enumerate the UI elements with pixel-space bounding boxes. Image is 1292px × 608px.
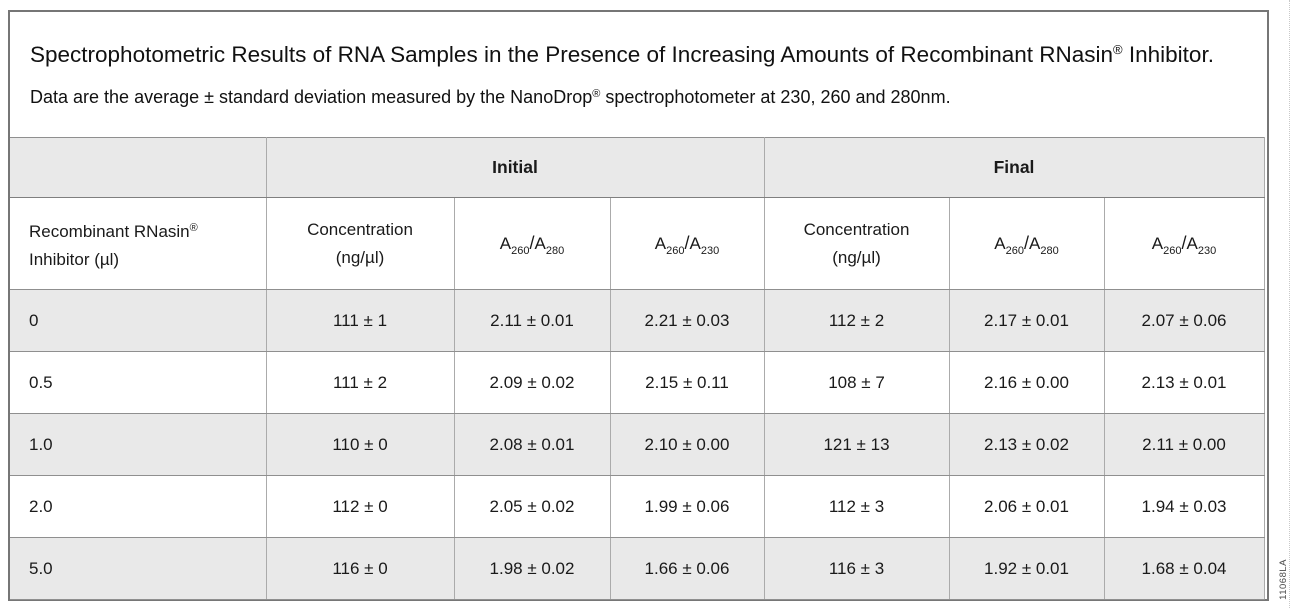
caption-main-text: Spectrophotometric Results of RNA Sample… — [30, 42, 1114, 67]
cell-initial-a260-a230: 2.15 ± 0.11 — [609, 351, 765, 414]
table-figure-frame: Spectrophotometric Results of RNA Sample… — [8, 10, 1269, 601]
cell-initial-a260-a280: 1.98 ± 0.02 — [453, 537, 611, 600]
group-header-initial: Initial — [265, 137, 765, 198]
col-header-concentration-final: Concentration (ng/µl) — [763, 197, 950, 290]
cell-initial-concentration: 110 ± 0 — [265, 413, 455, 476]
cell-final-concentration: 112 ± 2 — [763, 289, 950, 352]
col-header-concentration-initial: Concentration (ng/µl) — [265, 197, 455, 290]
cell-initial-concentration: 111 ± 1 — [265, 289, 455, 352]
registered-trademark-symbol: ® — [1113, 42, 1123, 57]
caption-sub-text: Data are the average ± standard deviatio… — [30, 87, 593, 107]
figure-caption: Spectrophotometric Results of RNA Sample… — [10, 12, 1267, 137]
results-table: Initial Final Recombinant RNasin® Inhibi… — [10, 137, 1265, 600]
caption-sub-text-end: spectrophotometer at 230, 260 and 280nm. — [600, 87, 951, 107]
table-row: 2.0 112 ± 0 2.05 ± 0.02 1.99 ± 0.06 112 … — [10, 475, 1265, 538]
col-header-a260-a230-final: A260/A230 — [1103, 197, 1265, 290]
cell-final-a260-a230: 1.94 ± 0.03 — [1103, 475, 1265, 538]
cell-final-concentration: 112 ± 3 — [763, 475, 950, 538]
col-header-a260-a230-initial: A260/A230 — [609, 197, 765, 290]
cell-initial-concentration: 116 ± 0 — [265, 537, 455, 600]
cell-initial-a260-a280: 2.09 ± 0.02 — [453, 351, 611, 414]
figure-id: 11068LA — [1278, 559, 1289, 600]
registered-trademark-symbol: ® — [592, 88, 601, 100]
col-header-a260-a280-initial: A260/A280 — [453, 197, 611, 290]
cell-initial-a260-a230: 1.99 ± 0.06 — [609, 475, 765, 538]
cell-final-a260-a230: 1.68 ± 0.04 — [1103, 537, 1265, 600]
cell-final-a260-a280: 1.92 ± 0.01 — [948, 537, 1105, 600]
cell-initial-a260-a280: 2.08 ± 0.01 — [453, 413, 611, 476]
column-header-row: Recombinant RNasin® Inhibitor (µl) Conce… — [10, 197, 1265, 290]
cell-inhibitor-amount: 0 — [10, 289, 267, 352]
group-header-empty — [10, 137, 267, 198]
cell-final-a260-a280: 2.16 ± 0.00 — [948, 351, 1105, 414]
cell-final-a260-a280: 2.17 ± 0.01 — [948, 289, 1105, 352]
table-row: 5.0 116 ± 0 1.98 ± 0.02 1.66 ± 0.06 116 … — [10, 537, 1265, 600]
cell-inhibitor-amount: 5.0 — [10, 537, 267, 600]
col-header-inhibitor: Recombinant RNasin® Inhibitor (µl) — [10, 197, 267, 290]
cell-final-concentration: 116 ± 3 — [763, 537, 950, 600]
cell-inhibitor-amount: 0.5 — [10, 351, 267, 414]
cell-final-a260-a230: 2.11 ± 0.00 — [1103, 413, 1265, 476]
col-header-inhibitor-line1: Recombinant RNasin — [29, 221, 190, 241]
registered-trademark-symbol: ® — [189, 221, 198, 234]
table-row: 1.0 110 ± 0 2.08 ± 0.01 2.10 ± 0.00 121 … — [10, 413, 1265, 476]
col-header-inhibitor-line2: Inhibitor (µl) — [29, 249, 120, 269]
col-header-a260-a280-final: A260/A280 — [948, 197, 1105, 290]
page-boundary-dotted — [1289, 0, 1290, 608]
cell-initial-a260-a230: 1.66 ± 0.06 — [609, 537, 765, 600]
cell-final-a260-a280: 2.06 ± 0.01 — [948, 475, 1105, 538]
table-row: 0 111 ± 1 2.11 ± 0.01 2.21 ± 0.03 112 ± … — [10, 289, 1265, 352]
group-header-row: Initial Final — [10, 137, 1265, 198]
cell-initial-concentration: 112 ± 0 — [265, 475, 455, 538]
group-header-final: Final — [763, 137, 1265, 198]
table-row: 0.5 111 ± 2 2.09 ± 0.02 2.15 ± 0.11 108 … — [10, 351, 1265, 414]
cell-initial-a260-a280: 2.05 ± 0.02 — [453, 475, 611, 538]
caption-main-text-end: Inhibitor. — [1122, 42, 1214, 67]
cell-initial-a260-a230: 2.21 ± 0.03 — [609, 289, 765, 352]
cell-initial-a260-a230: 2.10 ± 0.00 — [609, 413, 765, 476]
cell-final-a260-a230: 2.07 ± 0.06 — [1103, 289, 1265, 352]
cell-final-a260-a230: 2.13 ± 0.01 — [1103, 351, 1265, 414]
cell-final-concentration: 121 ± 13 — [763, 413, 950, 476]
cell-initial-concentration: 111 ± 2 — [265, 351, 455, 414]
cell-inhibitor-amount: 1.0 — [10, 413, 267, 476]
cell-inhibitor-amount: 2.0 — [10, 475, 267, 538]
cell-initial-a260-a280: 2.11 ± 0.01 — [453, 289, 611, 352]
cell-final-a260-a280: 2.13 ± 0.02 — [948, 413, 1105, 476]
cell-final-concentration: 108 ± 7 — [763, 351, 950, 414]
